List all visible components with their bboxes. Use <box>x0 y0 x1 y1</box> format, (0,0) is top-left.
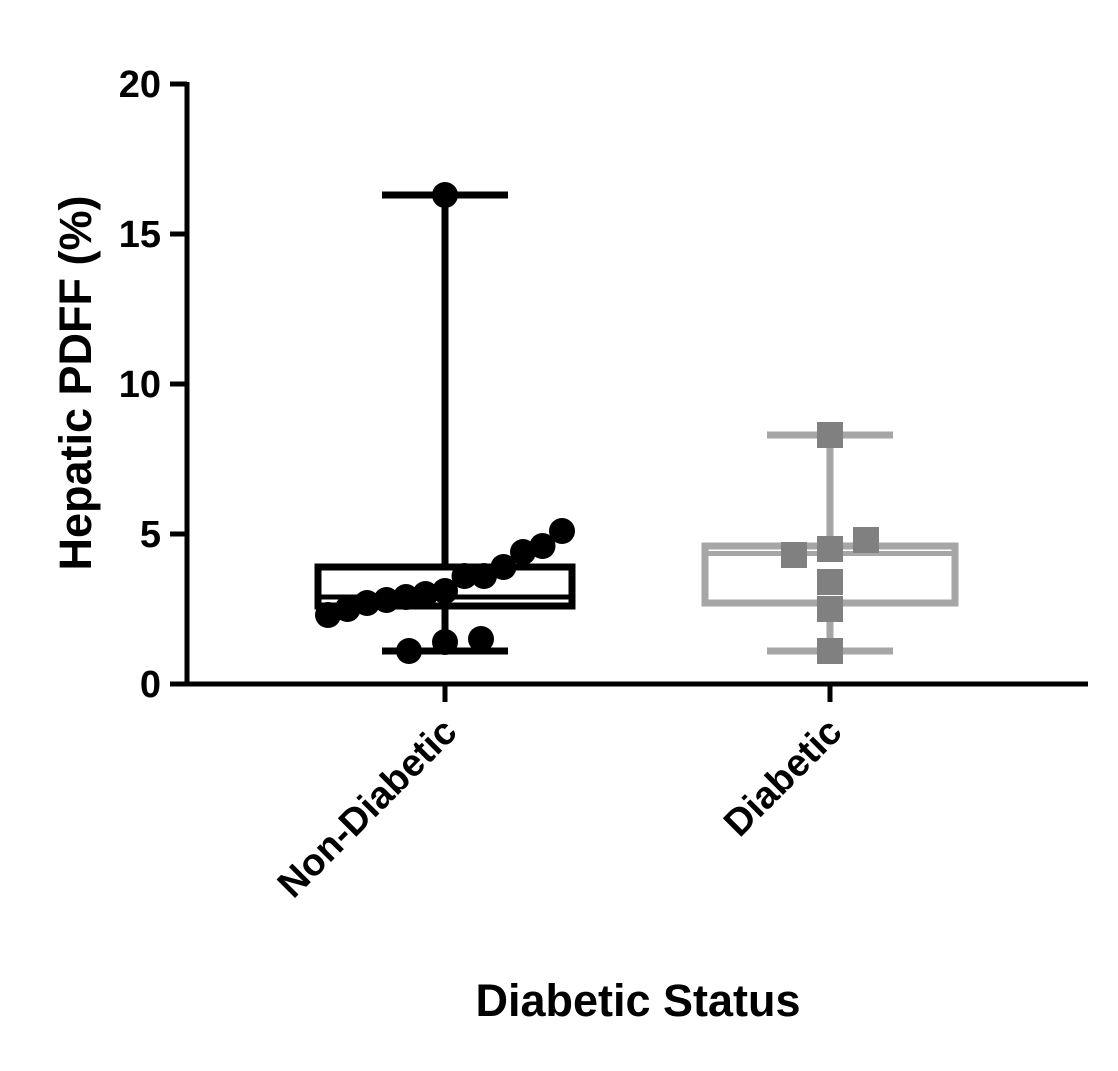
data-point <box>373 587 400 613</box>
data-point <box>781 542 807 568</box>
x-axis: Non-Diabetic Diabetic <box>185 681 1088 906</box>
y-tick-label: 5 <box>140 514 161 556</box>
data-point <box>468 626 494 652</box>
box-group-non-diabetic <box>314 182 576 664</box>
data-point <box>451 563 478 589</box>
y-tick-label: 20 <box>119 64 161 106</box>
data-point <box>817 422 843 448</box>
data-point <box>334 596 361 622</box>
data-point <box>817 638 843 664</box>
data-point <box>853 527 879 553</box>
data-point <box>471 563 497 589</box>
data-point <box>817 569 843 595</box>
data-point <box>354 590 380 616</box>
data-point <box>393 584 419 610</box>
box-group-diabetic <box>701 422 959 664</box>
plot-area <box>314 182 959 664</box>
data-point <box>817 596 843 622</box>
data-point <box>529 533 556 559</box>
data-point <box>490 554 517 580</box>
y-tick-label: 0 <box>140 664 161 706</box>
data-point <box>432 578 458 604</box>
iqr-box <box>314 563 576 610</box>
y-axis: 0 5 10 15 20 <box>119 64 190 706</box>
data-point <box>412 581 439 607</box>
x-axis-title: Diabetic Status <box>475 975 800 1026</box>
data-point <box>549 518 575 544</box>
data-point <box>432 182 458 208</box>
x-tick-label: Diabetic <box>716 711 850 845</box>
y-tick-label: 10 <box>119 364 161 406</box>
x-tick-label: Non-Diabetic <box>270 711 465 906</box>
data-point <box>432 629 458 655</box>
data-point <box>396 638 422 664</box>
data-point <box>510 539 536 565</box>
data-point <box>315 602 341 628</box>
y-axis-title: Hepatic PDFF (%) <box>50 195 101 570</box>
y-tick-label: 15 <box>119 214 161 256</box>
data-point <box>817 536 843 562</box>
